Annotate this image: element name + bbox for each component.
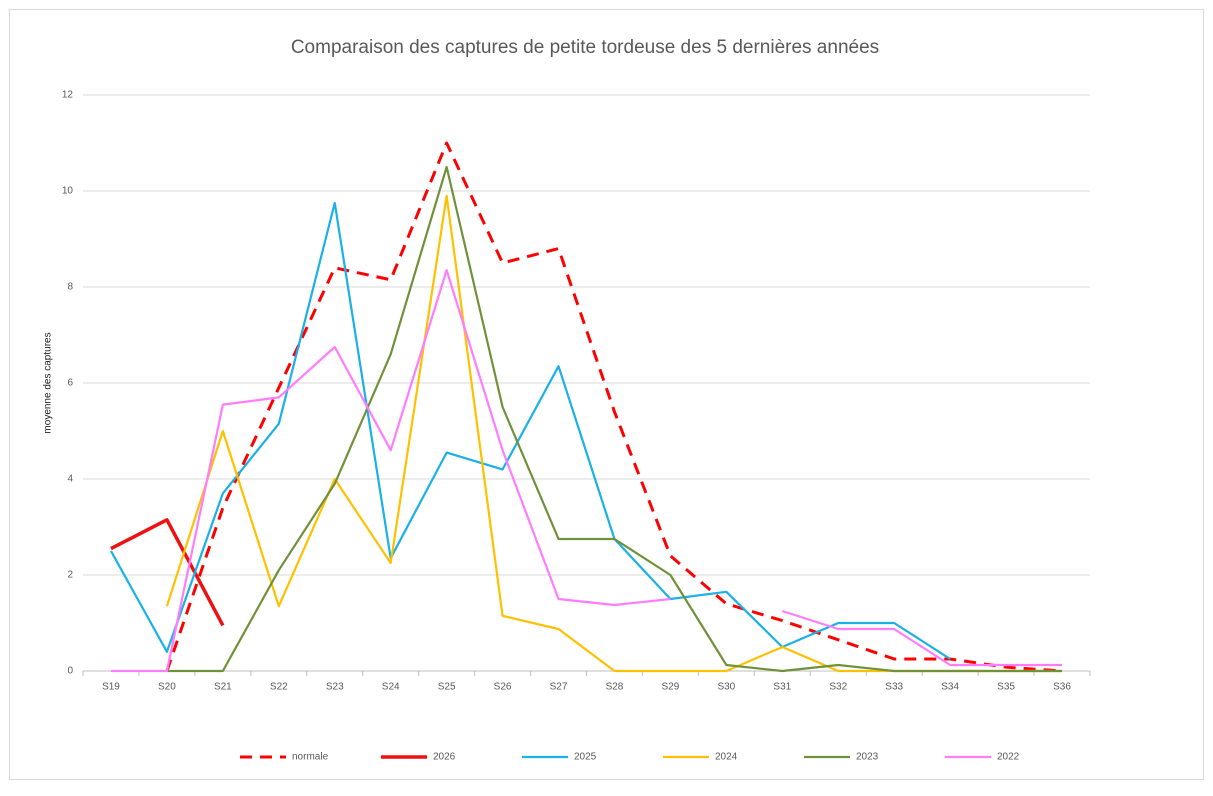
- x-tick-label: S35: [997, 682, 1015, 693]
- legend-label: 2024: [715, 752, 738, 763]
- y-tick-label: 8: [67, 282, 73, 293]
- y-tick-label: 6: [67, 378, 73, 389]
- legend-label: 2023: [856, 752, 879, 763]
- y-tick-label: 10: [62, 186, 74, 197]
- x-tick-label: S32: [829, 682, 847, 693]
- legend-label: 2025: [574, 752, 597, 763]
- x-tick-label: S36: [1053, 682, 1071, 693]
- series-line: [110, 518, 225, 627]
- x-tick-label: S20: [158, 682, 176, 693]
- y-tick-label: 4: [67, 474, 73, 485]
- x-tick-label: S25: [438, 682, 456, 693]
- y-tick-label: 0: [67, 666, 73, 677]
- chart-title: Comparaison des captures de petite torde…: [291, 37, 879, 58]
- chart-frame: [9, 9, 1204, 780]
- x-tick-label: S19: [102, 682, 120, 693]
- y-tick-label: 2: [67, 570, 73, 581]
- series-line: [166, 165, 1063, 673]
- x-tick-label: S21: [214, 682, 232, 693]
- x-tick-label: S27: [550, 682, 568, 693]
- x-tick-label: S31: [773, 682, 791, 693]
- x-tick-label: S22: [270, 682, 288, 693]
- legend-label: 2026: [433, 752, 456, 763]
- x-tick-label: S29: [662, 682, 680, 693]
- y-axis-label: moyenne des captures: [43, 332, 54, 433]
- x-tick-label: S28: [606, 682, 624, 693]
- legend-label: 2022: [997, 752, 1020, 763]
- series-line: [110, 269, 1063, 673]
- legend-label: normale: [292, 752, 329, 763]
- series-line: [165, 141, 1063, 673]
- x-tick-label: S34: [941, 682, 959, 693]
- x-tick-label: S30: [717, 682, 735, 693]
- x-tick-label: S26: [494, 682, 512, 693]
- y-tick-label: 12: [62, 90, 74, 101]
- series-line: [110, 201, 951, 660]
- x-tick-label: S24: [382, 682, 400, 693]
- x-tick-label: S33: [885, 682, 903, 693]
- x-tick-label: S23: [326, 682, 344, 693]
